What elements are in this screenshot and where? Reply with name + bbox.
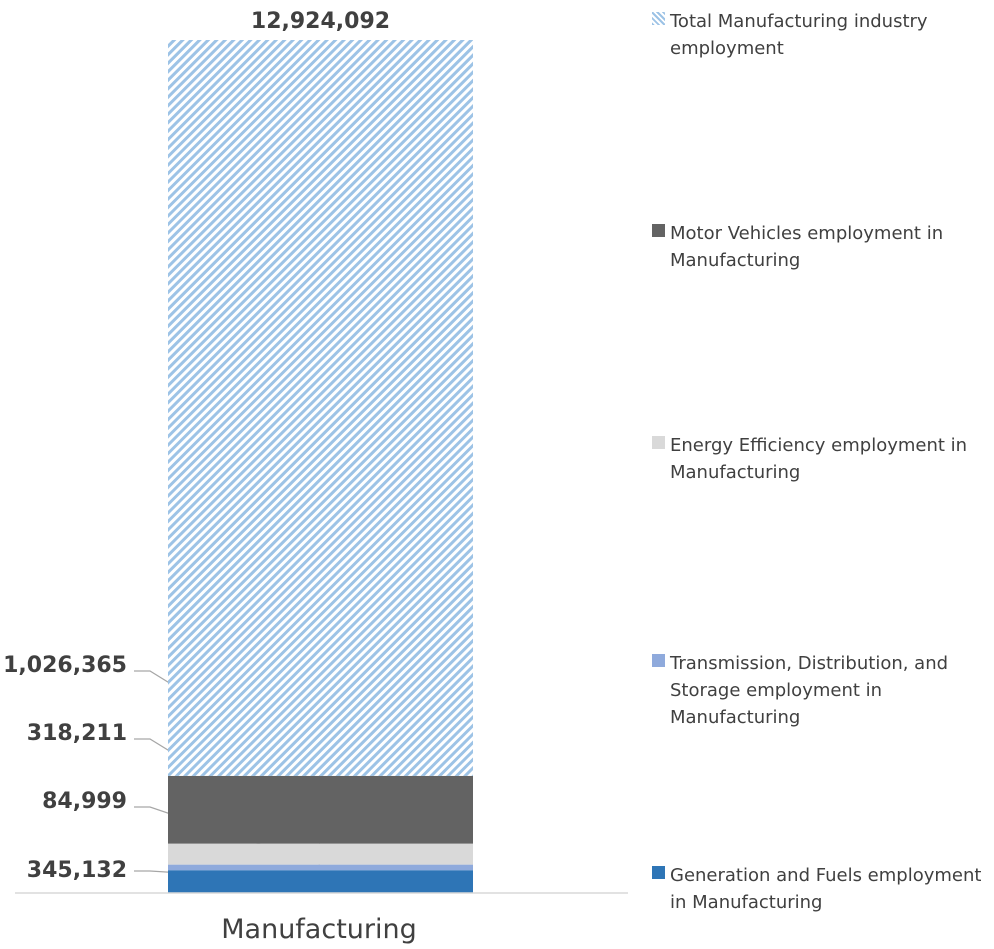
data-label-0: 345,132	[27, 858, 127, 883]
data-label-4: 12,924,092	[251, 9, 390, 34]
legend-label: Generation and Fuels employment in Manuf…	[670, 865, 982, 913]
legend-swatch	[652, 654, 665, 667]
data-label-1: 84,999	[42, 789, 127, 814]
category-label: Manufacturing	[221, 914, 417, 945]
bar-segment-1	[168, 864, 473, 871]
legend-swatch	[652, 224, 665, 237]
data-label-2: 318,211	[27, 721, 127, 746]
data-label-3: 1,026,365	[3, 653, 127, 678]
legend-label: Total Manufacturing industry employment	[670, 11, 928, 59]
legend-label: Transmission, Distribution, and Storage …	[670, 653, 949, 728]
bar-segment-4	[168, 40, 473, 776]
legend-label: Motor Vehicles employment in Manufacturi…	[670, 223, 944, 271]
legend-swatch	[652, 866, 665, 879]
legend-swatch	[652, 436, 665, 449]
legend-label: Energy Efficiency employment in Manufact…	[670, 435, 968, 483]
bar-segment-2	[168, 843, 473, 865]
bar-segment-3	[168, 775, 473, 844]
legend-swatch	[652, 12, 665, 25]
bar-segment-0	[168, 870, 473, 893]
